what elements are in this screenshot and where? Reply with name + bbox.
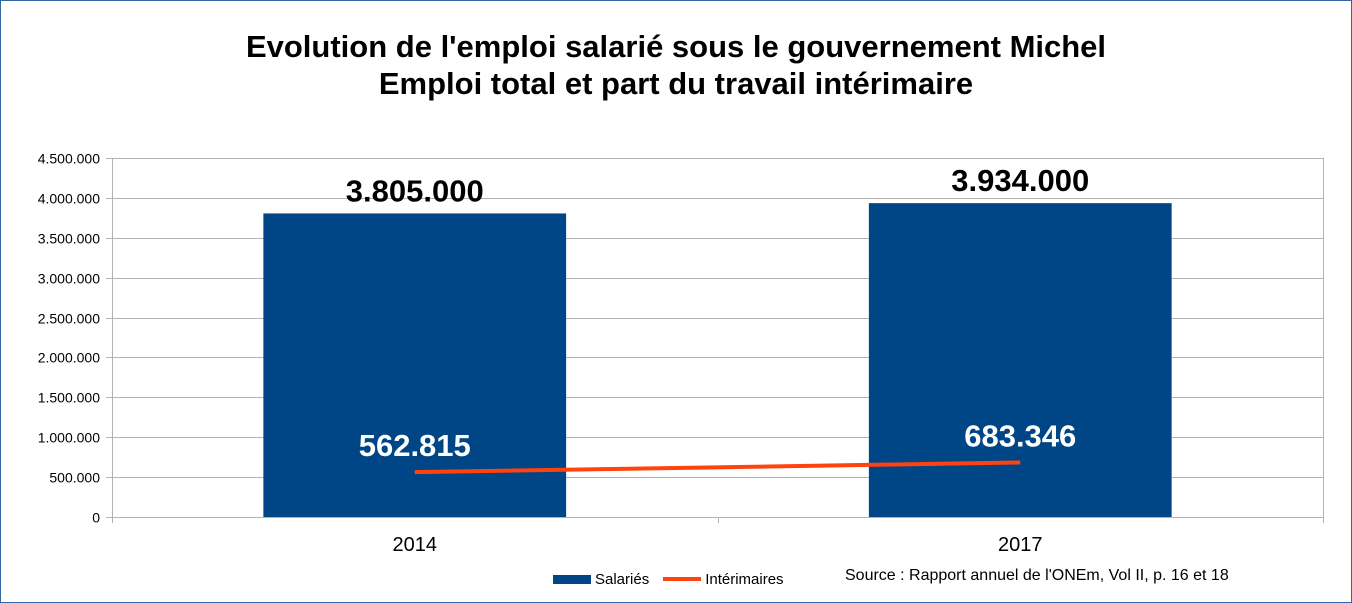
- bar-data-label: 3.805.000: [346, 173, 484, 208]
- y-tick-label: 500.000: [49, 470, 100, 486]
- y-tick-label: 3.500.000: [38, 231, 100, 247]
- x-tick-label: 2014: [393, 534, 438, 556]
- source-note: Source : Rapport annuel de l'ONEm, Vol I…: [845, 567, 1229, 584]
- y-tick-label: 4.500.000: [38, 151, 100, 167]
- data-labels: 3.805.000 3.934.000 562.815 683.346: [346, 163, 1089, 463]
- y-tick-label: 1.500.000: [38, 390, 100, 406]
- legend-label-interimaires: Intérimaires: [705, 570, 784, 588]
- line-interimaires: [414, 460, 1021, 475]
- bar-2014: [263, 213, 567, 517]
- legend-swatch-bar: [553, 574, 591, 584]
- line-data-label: 683.346: [964, 418, 1076, 453]
- x-tick-label: 2017: [998, 534, 1043, 556]
- chart-title-block: Evolution de l'emploi salarié sous le go…: [0, 28, 1352, 102]
- y-tick-label: 1.000.000: [38, 430, 100, 446]
- y-tick-label: 4.000.000: [38, 191, 100, 207]
- bar-data-label: 3.934.000: [951, 163, 1089, 198]
- line-series: [414, 460, 1021, 475]
- legend: Salariés Intérimaires: [553, 569, 784, 589]
- y-tick-label: 2.000.000: [38, 350, 100, 366]
- legend-label-salaries: Salariés: [595, 570, 650, 588]
- y-tick-label: 3.000.000: [38, 271, 100, 287]
- y-tick-labels: 0 500.000 1.000.000 1.500.000 2.000.000 2.500…: [38, 151, 101, 526]
- chart-title: Evolution de l'emploi salarié sous le go…: [245, 29, 1107, 64]
- bar-series: [263, 203, 1172, 517]
- y-tick-label: 0: [92, 510, 100, 526]
- x-tick-labels: 2014 2017: [393, 534, 1043, 556]
- y-tick-label: 2.500.000: [38, 311, 100, 327]
- bar-2017: [868, 203, 1172, 517]
- line-data-label: 562.815: [359, 428, 471, 463]
- chart-subtitle: Emploi total et part du travail intérima…: [378, 66, 974, 101]
- legend-swatch-line: [663, 577, 702, 581]
